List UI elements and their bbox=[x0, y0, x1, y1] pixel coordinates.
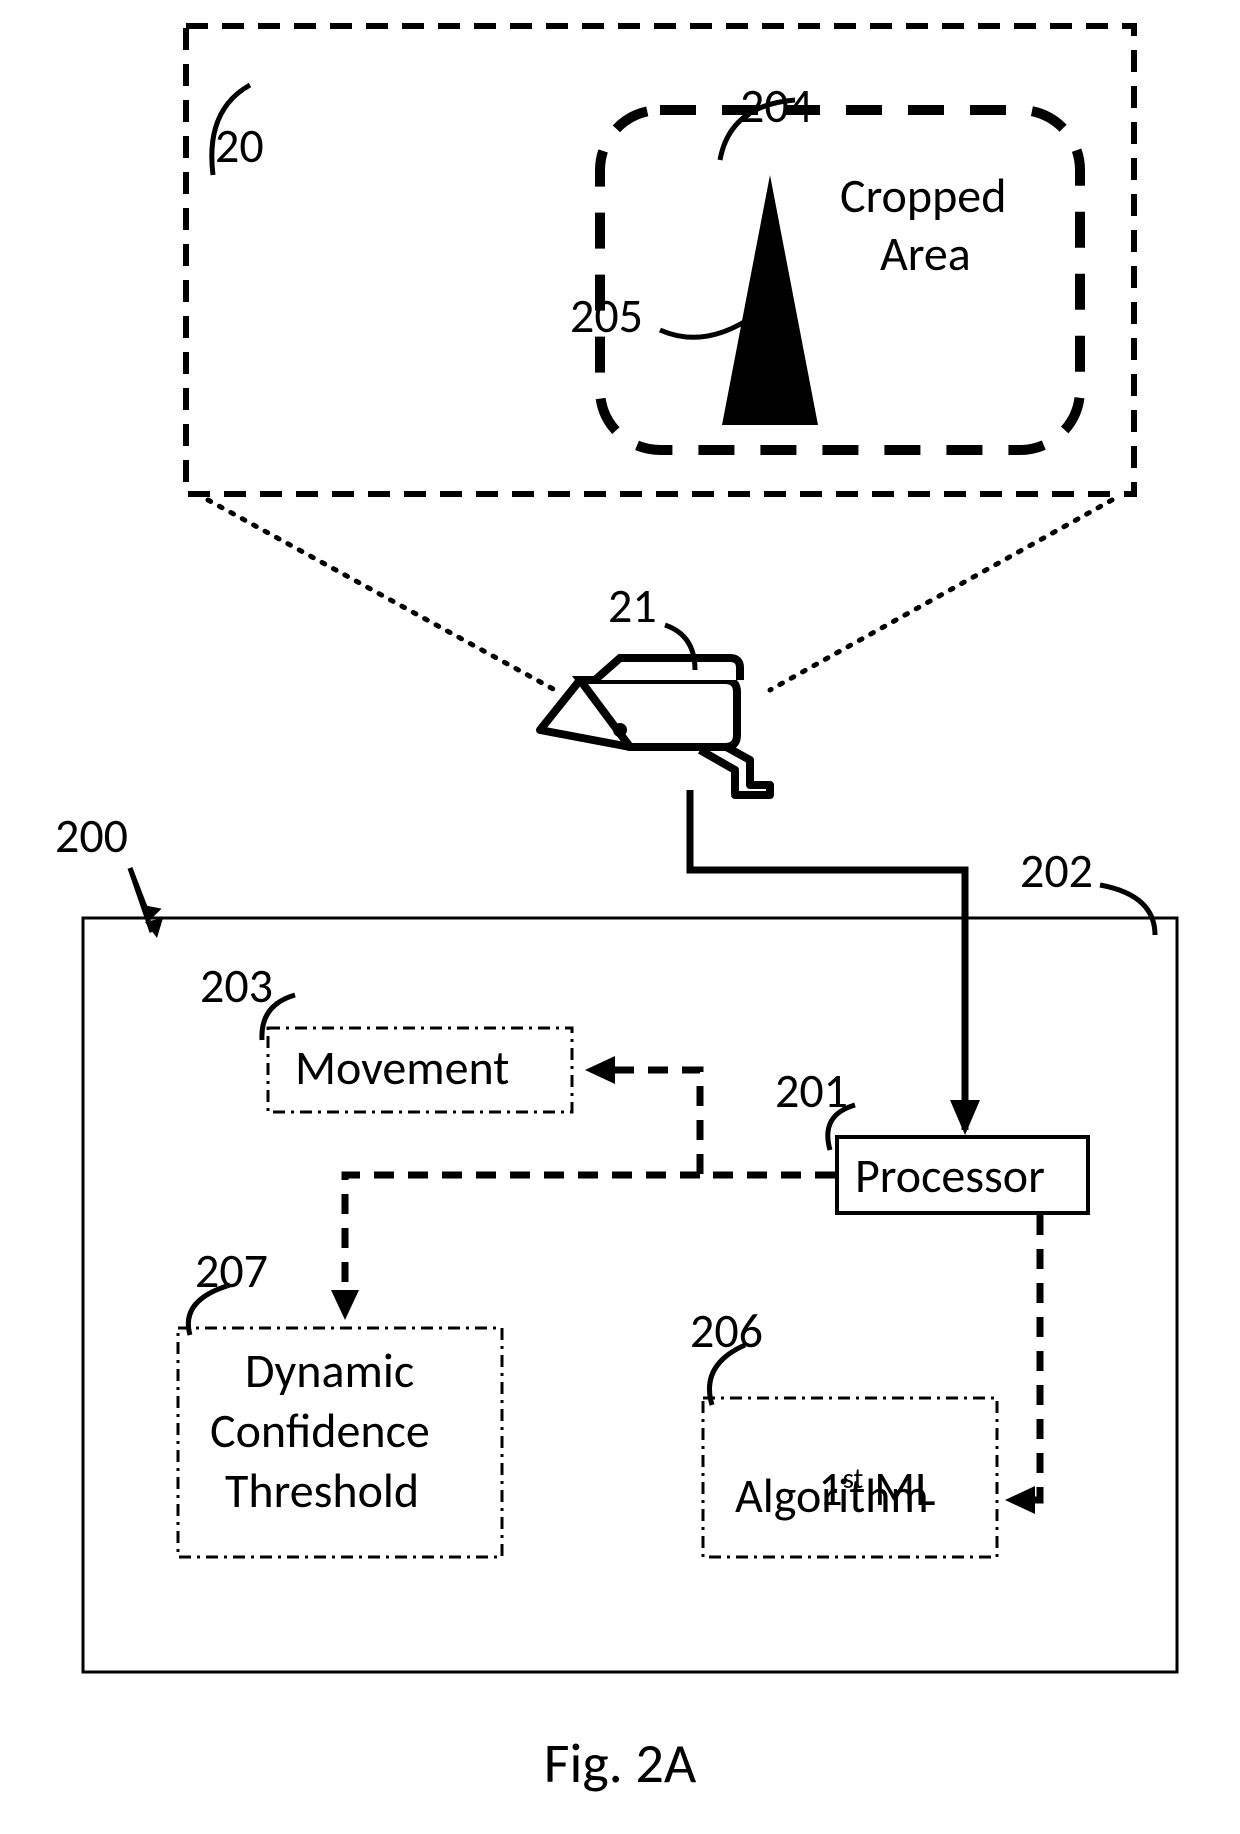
leader-206 bbox=[690, 1340, 770, 1420]
dct-line3: Threshold bbox=[225, 1465, 419, 1518]
figure-caption: Fig. 2A bbox=[0, 1730, 1240, 1798]
dct-line1: Dynamic bbox=[245, 1345, 414, 1398]
leader-207 bbox=[170, 1280, 250, 1350]
dct-line2: Confidence bbox=[210, 1405, 430, 1458]
ml-line2: Algorithm bbox=[735, 1470, 929, 1523]
figure-2a: Cropped Area 20 204 205 21 20 bbox=[0, 0, 1240, 1834]
